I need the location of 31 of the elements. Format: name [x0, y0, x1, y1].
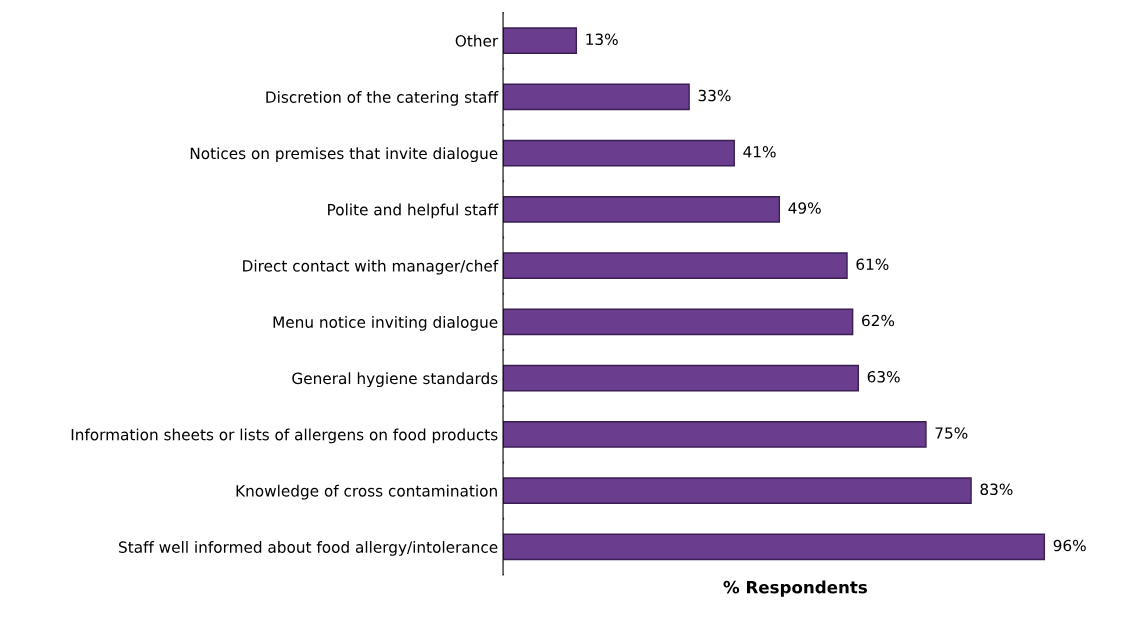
data-label: 49% [788, 202, 821, 214]
bar [503, 83, 690, 111]
y-tick-label: General hygiene standards [292, 372, 498, 388]
y-tick-label: Other [455, 34, 499, 47]
y-tick-label: Staff well informed about food allergy/intolerance [119, 541, 498, 556]
y-tick-label: Knowledge of cross contamination [236, 484, 497, 500]
y-tick-label: Discretion of the catering staff [266, 91, 499, 106]
data-label: 96% [1053, 539, 1086, 552]
bar [503, 421, 927, 448]
data-label: 75% [935, 427, 968, 439]
data-label: 63% [867, 371, 900, 383]
data-label: 13% [586, 33, 618, 46]
y-tick-label: Notices on premises that invite dialogue [190, 147, 498, 163]
bar [503, 533, 1046, 561]
bar [503, 196, 781, 223]
data-label: 33% [698, 89, 731, 102]
data-label: 62% [862, 314, 895, 327]
y-tick-label: Polite and helpful staff [328, 203, 499, 219]
bar [503, 364, 859, 392]
bar [503, 308, 854, 336]
bar [503, 27, 578, 54]
x-axis-title: % Respondents [723, 580, 867, 597]
data-label: 61% [856, 258, 889, 271]
y-tick-label: Information sheets or lists of allergens on food products [71, 428, 498, 444]
y-tick-label: Menu notice inviting dialogue [273, 316, 498, 331]
data-label: 41% [743, 146, 776, 158]
bar [503, 252, 848, 279]
bar [503, 477, 972, 504]
data-label: 83% [980, 483, 1013, 496]
y-tick-label: Direct contact with manager/chef [243, 259, 499, 275]
bar [503, 139, 735, 167]
